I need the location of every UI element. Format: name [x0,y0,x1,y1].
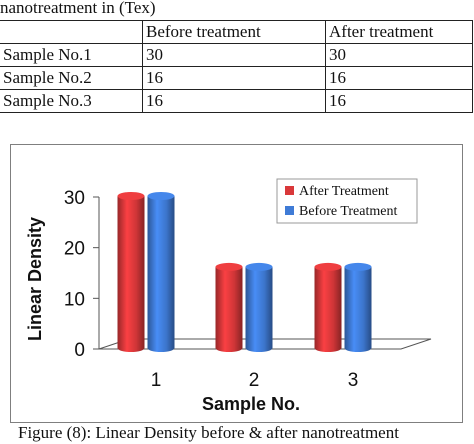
legend-label: Before Treatment [299,204,397,219]
legend-label: After Treatment [299,184,389,199]
table-cell: 16 [142,89,326,113]
x-tick-label: 1 [151,370,162,391]
y-tick-label: 30 [64,188,85,209]
table-cell: Sample No.1 [0,43,143,67]
table-cell: 16 [142,66,326,90]
legend-box [276,178,418,224]
bar-chart: 0 10 20 30 1 2 3 Sample No. Linear Density After … [25,178,432,414]
table-cell: Sample No.2 [0,66,143,90]
bar-after-1 [117,192,145,352]
table-caption: nanotreatment in (Tex) [0,0,156,17]
bar-before-2 [245,262,273,352]
table-cell: 30 [325,43,473,67]
table-row: Sample No.2 16 16 [0,66,473,90]
header-cell: After treatment [325,20,473,44]
chart-frame: 0 10 20 30 1 2 3 Sample No. Linear Density After … [10,144,463,423]
table-cell: 16 [325,66,473,90]
legend-swatch [285,186,294,195]
table-cell: 30 [142,43,326,67]
legend-swatch [285,206,294,215]
table-row: Sample No.3 16 16 [0,89,473,113]
bar-after-2 [215,262,243,352]
bar-after-3 [314,262,342,352]
table-header-row: Before treatment After treatment [0,20,473,44]
bar-before-1 [147,192,175,352]
table-row: Sample No.1 30 30 [0,43,473,67]
table-cell: 16 [325,89,473,113]
y-tick-label: 20 [64,239,85,260]
y-axis-title: Linear Density [25,217,45,341]
table-cell: Sample No.3 [0,89,143,113]
header-cell [0,20,143,44]
x-tick-label: 3 [348,370,359,391]
x-axis-title: Sample No. [202,394,300,414]
bar-before-3 [344,262,372,352]
y-tick-label: 0 [74,340,85,361]
data-table: Before treatment After treatment Sample … [0,20,473,113]
x-tick-label: 2 [249,370,260,391]
header-cell: Before treatment [142,20,326,44]
y-tick-label: 10 [64,289,85,310]
figure-caption: Figure (8): Linear Density before & afte… [18,423,399,442]
